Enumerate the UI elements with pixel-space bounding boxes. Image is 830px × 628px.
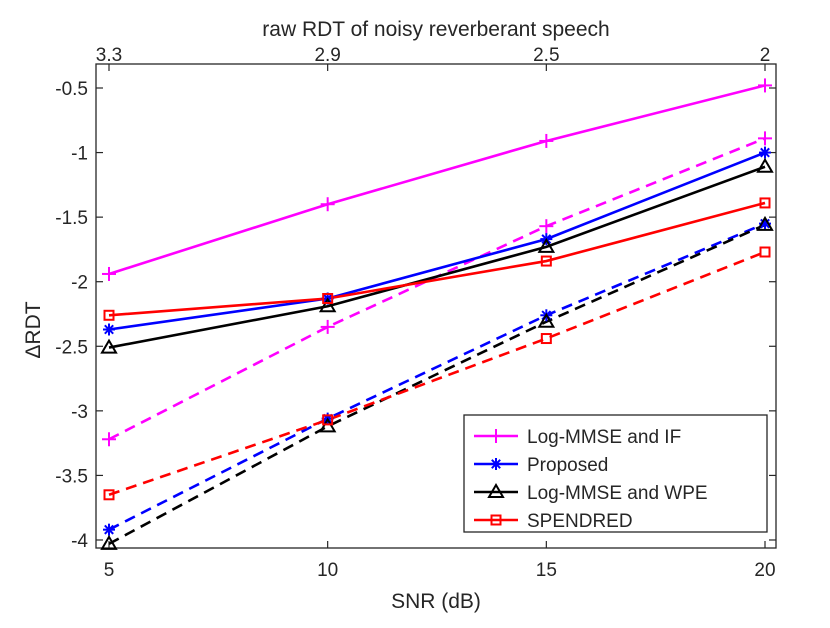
data-point	[756, 215, 774, 231]
legend-label: Log-MMSE and IF	[527, 427, 681, 448]
data-point	[322, 292, 334, 304]
marker-stroke	[104, 324, 114, 335]
data-point	[759, 146, 771, 159]
y-axis-title: ΔRDT	[22, 301, 45, 358]
legend-item: Proposed	[474, 455, 608, 476]
data-point	[103, 323, 115, 336]
x-tick-label: 10	[317, 560, 338, 581]
series-lines	[108, 84, 766, 546]
data-point	[100, 338, 118, 354]
data-point	[759, 197, 771, 209]
data-point	[758, 78, 772, 93]
marker-shape	[103, 309, 115, 321]
legend-marker	[489, 429, 503, 443]
marker-shape	[318, 297, 337, 313]
legend: Log-MMSE and IF Proposed Log-MMSE and WPE S…	[463, 414, 768, 533]
data-point	[756, 157, 774, 173]
y-tick-label: -1.5	[55, 208, 88, 229]
series-line	[108, 84, 766, 276]
data-point	[539, 219, 554, 234]
legend-box	[463, 414, 768, 533]
marker-stroke	[760, 147, 770, 158]
series-markers	[100, 78, 774, 550]
data-point	[537, 237, 556, 253]
marker-shape	[322, 292, 334, 304]
series-line	[108, 151, 766, 331]
marker-shape	[322, 414, 334, 426]
marker-shape	[759, 197, 771, 209]
legend-item: Log-MMSE and IF	[474, 427, 681, 448]
top-axis-title: raw RDT of noisy reverberant speech	[262, 18, 609, 41]
legend-item: SPENDRED	[474, 511, 633, 532]
marker-shape	[487, 483, 505, 498]
data-point	[103, 489, 115, 501]
marker-shape	[540, 255, 552, 267]
top-tick-label: 3.3	[96, 45, 122, 66]
data-point	[759, 246, 771, 258]
marker-shape	[756, 157, 774, 173]
legend-items: Log-MMSE and IF Proposed Log-MMSE and WPE S…	[474, 427, 708, 532]
top-tick-label: 2.9	[314, 45, 340, 66]
marker-shape	[537, 312, 556, 328]
series-line	[108, 250, 766, 497]
axis-ticks: 5 3.3 10 2.9 15 2.5 20 2 -0.5 -1 -1.5 -2 -2.5 -3 -3.5 -…	[55, 45, 776, 581]
marker-shape	[103, 489, 115, 501]
y-tick-label: -0.5	[55, 79, 88, 100]
data-point	[100, 534, 118, 550]
legend-item: Log-MMSE and WPE	[474, 483, 708, 504]
marker-shape	[540, 333, 552, 345]
y-tick-label: -1	[71, 144, 88, 165]
marker-shape	[759, 246, 771, 258]
y-tick-label: -2	[71, 273, 88, 294]
data-point	[540, 333, 552, 345]
top-tick-label: 2	[760, 45, 771, 66]
marker-stroke	[491, 459, 501, 469]
series-line	[108, 201, 766, 317]
data-point	[758, 131, 772, 146]
legend-marker	[487, 483, 505, 498]
legend-label: Log-MMSE and WPE	[527, 483, 708, 504]
legend-marker	[490, 458, 502, 470]
data-point	[322, 414, 334, 426]
marker-shape	[100, 534, 118, 550]
y-tick-label: -3.5	[55, 466, 88, 487]
x-tick-label: 5	[104, 560, 115, 581]
legend-label: SPENDRED	[527, 511, 633, 532]
data-point	[537, 312, 556, 328]
data-point	[103, 309, 115, 321]
top-tick-label: 2.5	[533, 45, 559, 66]
data-point	[102, 432, 116, 447]
marker-shape	[756, 215, 774, 231]
y-tick-label: -4	[71, 531, 88, 552]
x-tick-label: 20	[754, 560, 775, 581]
legend-marker	[490, 514, 502, 526]
x-axis-title: SNR (dB)	[391, 590, 481, 613]
series-line	[108, 223, 766, 546]
data-point	[102, 266, 116, 281]
series-line	[108, 222, 766, 531]
data-point	[320, 319, 335, 334]
y-tick-label: -2.5	[55, 337, 88, 358]
data-point	[540, 255, 552, 267]
marker-stroke	[104, 524, 114, 535]
legend-label: Proposed	[527, 455, 608, 476]
marker-shape	[100, 338, 118, 354]
marker-shape	[537, 237, 556, 253]
x-tick-label: 15	[536, 560, 557, 581]
marker-shape	[490, 514, 502, 526]
data-point	[103, 523, 115, 536]
y-tick-label: -3	[71, 402, 88, 423]
data-point	[539, 133, 554, 148]
series-line	[108, 165, 766, 349]
data-point	[318, 297, 337, 313]
data-point	[320, 197, 335, 212]
